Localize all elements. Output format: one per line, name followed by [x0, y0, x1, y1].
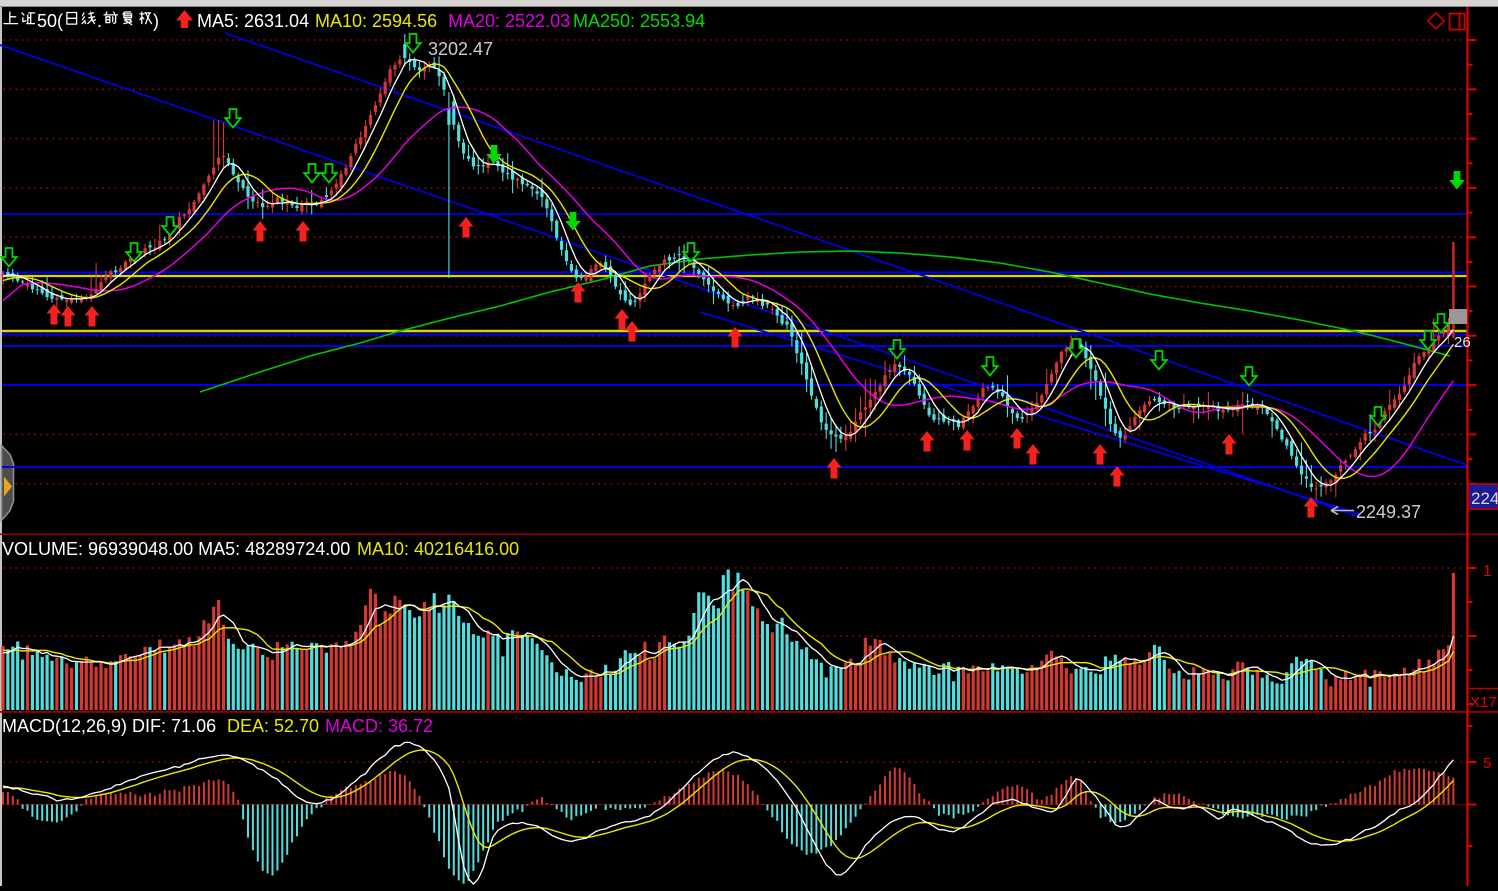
svg-text:5: 5	[1483, 755, 1491, 772]
svg-text:MACD: 36.72: MACD: 36.72	[325, 716, 433, 736]
svg-text:1: 1	[1483, 563, 1492, 580]
svg-text:2249.37: 2249.37	[1356, 502, 1421, 522]
svg-text:.: .	[97, 11, 102, 31]
svg-text:MA10: 40216416.00: MA10: 40216416.00	[357, 539, 519, 559]
svg-text:X17: X17	[1470, 694, 1497, 711]
svg-text:MA20: 2522.03: MA20: 2522.03	[448, 11, 570, 31]
svg-text:MA5: 2631.04: MA5: 2631.04	[197, 11, 309, 31]
svg-text:3202.47: 3202.47	[428, 39, 493, 59]
svg-text:50(: 50(	[37, 11, 63, 31]
svg-text:26: 26	[1454, 334, 1471, 351]
svg-text:MACD(12,26,9) DIF: 71.06: MACD(12,26,9) DIF: 71.06	[2, 716, 216, 736]
svg-text:DEA: 52.70: DEA: 52.70	[227, 716, 319, 736]
svg-text:224: 224	[1471, 489, 1498, 508]
svg-text:VOLUME: 96939048.00 MA5: 48289: VOLUME: 96939048.00 MA5: 48289724.00	[2, 539, 350, 559]
svg-text:MA250: 2553.94: MA250: 2553.94	[573, 11, 705, 31]
svg-text:MA10: 2594.56: MA10: 2594.56	[315, 11, 437, 31]
svg-text:): )	[153, 11, 159, 31]
